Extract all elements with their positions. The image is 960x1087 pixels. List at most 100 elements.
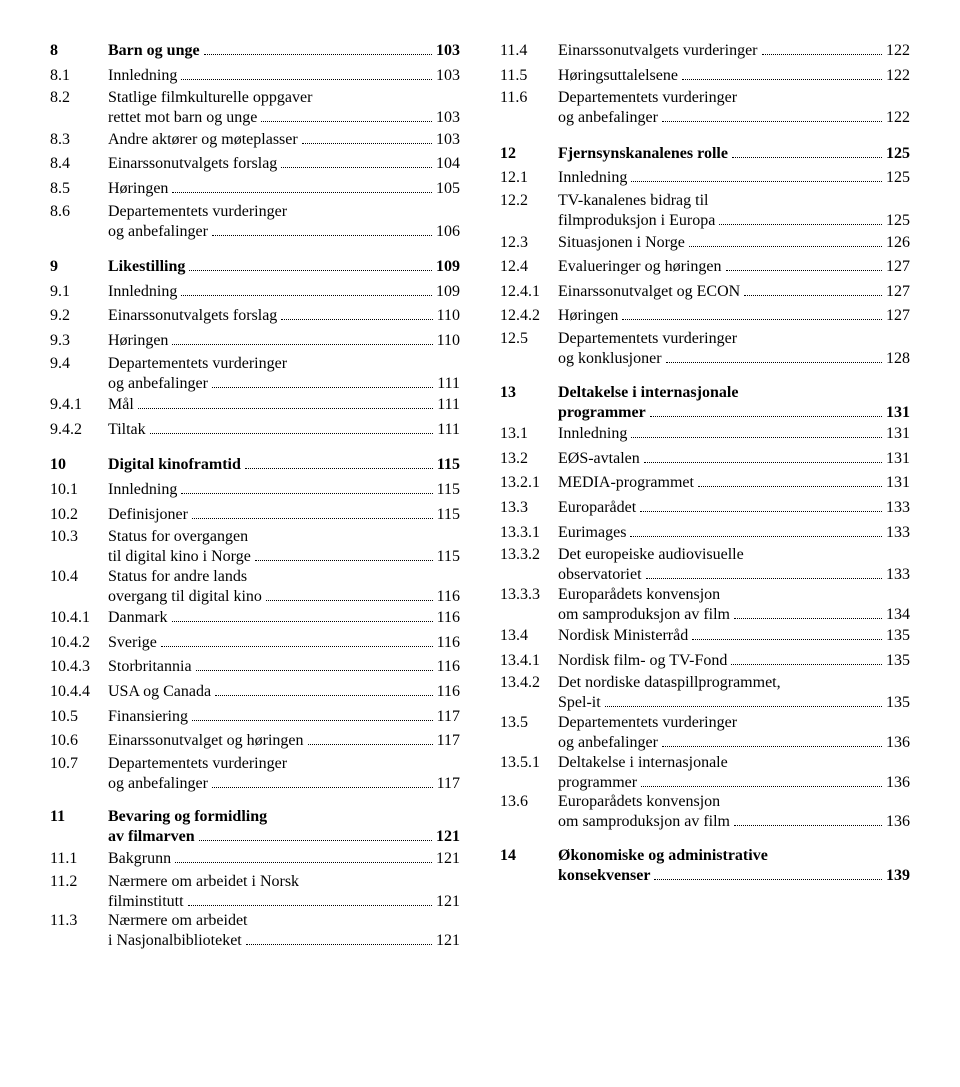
toc-title: Einarssonutvalget og ECON	[558, 281, 740, 303]
toc-row: 12.4.2Høringen127	[500, 305, 910, 327]
toc-title-line2: konsekvenser	[558, 865, 650, 887]
toc-page: 103	[436, 40, 460, 62]
toc-title: Evalueringer og høringen	[558, 256, 722, 278]
toc-title-line1: Økonomiske og administrative	[558, 847, 910, 865]
toc-title-line2: programmer	[558, 402, 646, 424]
toc-row: 10.5Finansiering117	[50, 706, 460, 728]
toc-leader-dots	[640, 498, 882, 512]
toc-title: Nordisk Ministerråd	[558, 625, 688, 647]
toc-page: 122	[886, 40, 910, 62]
toc-page: 111	[437, 419, 460, 441]
toc-title-line1: Deltakelse i internasjonale	[558, 384, 910, 402]
toc-row: 10.4.4USA og Canada116	[50, 681, 460, 703]
toc-leader-dots	[175, 849, 432, 863]
toc-leader-dots	[199, 828, 432, 842]
toc-number: 13.5.1	[500, 754, 558, 772]
toc-row: 13.4.1Nordisk film- og TV-Fond135	[500, 650, 910, 672]
toc-page: 127	[886, 256, 910, 278]
toc-leader-dots	[212, 222, 432, 236]
toc-number: 12.4.2	[500, 305, 558, 327]
toc-leader-dots	[734, 605, 882, 619]
toc-column-left: 8Barn og unge1038.1Innledning1038.2Statl…	[50, 40, 460, 952]
toc-title: Innledning	[108, 281, 177, 303]
toc-page: 133	[886, 564, 910, 586]
toc-title-line2: om samproduksjon av film	[558, 604, 730, 626]
toc-title: Einarssonutvalgets forslag	[108, 305, 277, 327]
toc-leader-dots	[689, 233, 882, 247]
toc-title-line1: Statlige filmkulturelle oppgaver	[108, 89, 460, 107]
toc-title-line1: TV-kanalenes bidrag til	[558, 192, 910, 210]
toc-row: 13.5Departementets vurderingerog anbefal…	[500, 714, 910, 754]
toc-row: 10.4.1Danmark116	[50, 607, 460, 629]
toc-number: 11.1	[50, 848, 108, 870]
toc-number: 12.4	[500, 256, 558, 278]
toc-leader-dots	[181, 66, 432, 80]
toc-title-line2: til digital kino i Norge	[108, 546, 251, 568]
toc-row: 9.4.1Mål111	[50, 394, 460, 416]
toc-title: Danmark	[108, 607, 168, 629]
toc-page: 103	[436, 107, 460, 129]
toc-title: Einarssonutvalgets forslag	[108, 153, 277, 175]
toc-page: 122	[886, 107, 910, 129]
toc-leader-dots	[181, 282, 432, 296]
toc-number: 9.4.1	[50, 394, 108, 416]
toc-leader-dots	[302, 130, 432, 144]
toc-title: Storbritannia	[108, 656, 192, 678]
toc-title-line2: programmer	[558, 772, 637, 794]
toc-row: 10.3Status for overgangentil digital kin…	[50, 528, 460, 568]
toc-row: 11.3Nærmere om arbeideti Nasjonalbibliot…	[50, 912, 460, 952]
toc-page: 117	[437, 730, 460, 752]
toc-row: 10.6Einarssonutvalget og høringen117	[50, 730, 460, 752]
toc-leader-dots	[605, 694, 882, 708]
toc-leader-dots	[726, 257, 883, 271]
toc-number: 13.2	[500, 448, 558, 470]
toc-number: 13.3.1	[500, 522, 558, 544]
toc-title-line2: overgang til digital kino	[108, 586, 262, 608]
toc-leader-dots	[662, 733, 882, 747]
toc-page: 109	[436, 281, 460, 303]
toc-number: 14	[500, 847, 558, 865]
toc-title: MEDIA-programmet	[558, 472, 694, 494]
toc-row: 10.2Definisjoner115	[50, 504, 460, 526]
toc-title: Eurimages	[558, 522, 626, 544]
toc-page: 121	[436, 826, 460, 848]
toc-leader-dots	[622, 307, 882, 321]
toc-number: 13	[500, 384, 558, 402]
toc-number: 9.3	[50, 330, 108, 352]
toc-number: 11	[50, 808, 108, 826]
toc-number: 10.4.2	[50, 632, 108, 654]
toc-title-line2: og konklusjoner	[558, 348, 662, 370]
toc-leader-dots	[654, 866, 882, 880]
toc-page: 125	[886, 210, 910, 232]
toc-title-line1: Departementets vurderinger	[108, 203, 460, 221]
toc-number: 9.4.2	[50, 419, 108, 441]
toc-number: 13.6	[500, 793, 558, 811]
toc-title: Andre aktører og møteplasser	[108, 129, 298, 151]
toc-number: 12.1	[500, 167, 558, 189]
toc-title-line2: filmproduksjon i Europa	[558, 210, 715, 232]
toc-page: 117	[437, 773, 460, 795]
toc-number: 11.4	[500, 40, 558, 62]
toc-leader-dots	[196, 658, 433, 672]
toc-row: 12.4.1Einarssonutvalget og ECON127	[500, 281, 910, 303]
toc-number: 10.4.4	[50, 681, 108, 703]
toc-page: 133	[886, 497, 910, 519]
toc-row: 12.3Situasjonen i Norge126	[500, 232, 910, 254]
toc-row: 10.1Innledning115	[50, 479, 460, 501]
toc-page: 110	[437, 305, 460, 327]
toc-title-line1: Status for andre lands	[108, 568, 460, 586]
toc-leader-dots	[150, 420, 434, 434]
toc-leader-dots	[172, 331, 432, 345]
toc-number: 10.4	[50, 568, 108, 586]
toc-page: 116	[437, 681, 460, 703]
toc-row: 10.4Status for andre landsovergang til d…	[50, 568, 460, 608]
toc-page: 125	[886, 143, 910, 165]
toc-number: 11.6	[500, 89, 558, 107]
toc-row: 9.4Departementets vurderingerog anbefali…	[50, 355, 460, 395]
toc-row: 12.4Evalueringer og høringen 127	[500, 256, 910, 278]
toc-page: 126	[886, 232, 910, 254]
toc-title-line1: Det europeiske audiovisuelle	[558, 546, 910, 564]
toc-row: 13.4Nordisk Ministerråd135	[500, 625, 910, 647]
toc-row: 10.4.2Sverige116	[50, 632, 460, 654]
toc-title-line2: og anbefalinger	[558, 107, 658, 129]
